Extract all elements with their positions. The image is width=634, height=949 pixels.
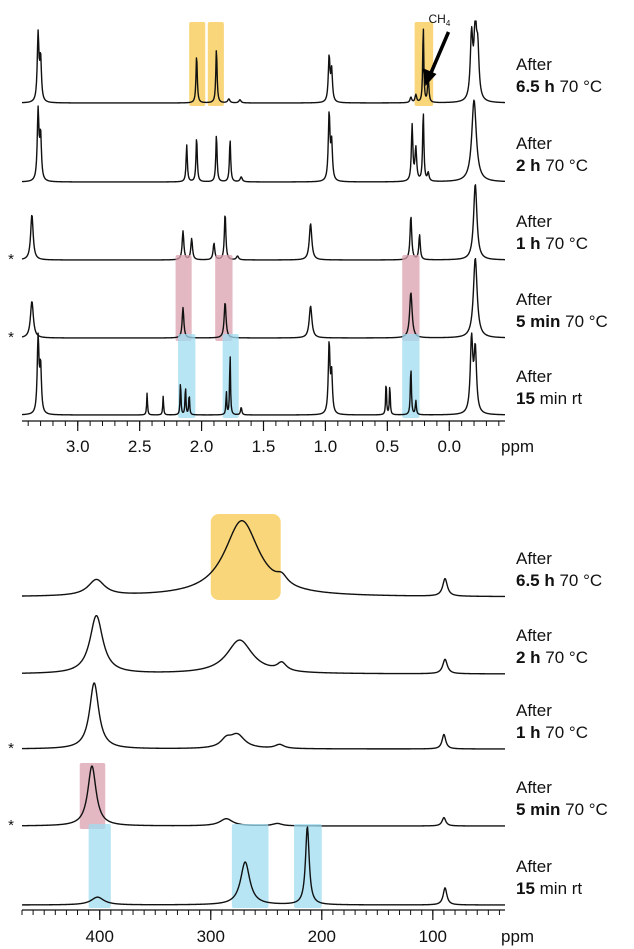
spectrum-trace: [21, 184, 506, 261]
condition-label-line2: 15 min rt: [516, 879, 582, 898]
spectrum-5: After 15 min rt: [21, 332, 582, 418]
spectrum-trace: [21, 99, 506, 183]
spectrum-2: After 2 h 70 °C: [21, 99, 588, 183]
tick-label: 3.0: [66, 437, 90, 456]
condition-label-line2: 6.5 h 70 °C: [516, 77, 602, 96]
condition-label-line2: 1 h 70 °C: [516, 234, 588, 253]
highlight-box: [88, 824, 111, 908]
spectrum-1: After 6.5 h 70 °C: [21, 20, 602, 106]
tick-label: 2.0: [190, 437, 214, 456]
tick-label: 300: [197, 927, 225, 946]
condition-label-line1: After: [516, 626, 552, 645]
highlight-box: [178, 334, 196, 418]
tick-label: 200: [308, 927, 336, 946]
spectrum-trace: [21, 520, 506, 598]
condition-label-line1: After: [516, 367, 552, 386]
spectrum-trace: [21, 20, 506, 104]
condition-label-line1: After: [516, 857, 552, 876]
asterisk-mark: *: [8, 329, 14, 346]
spectrum-trace: [21, 332, 506, 416]
asterisk-mark: *: [8, 817, 14, 834]
ch4-label: CH4: [429, 12, 451, 28]
spectrum-trace: [21, 257, 506, 339]
condition-label-line2: 1 h 70 °C: [516, 723, 588, 742]
condition-label-line2: 6.5 h 70 °C: [516, 571, 602, 590]
condition-label-line1: After: [516, 778, 552, 797]
tick-label: 1.0: [314, 437, 338, 456]
condition-label-line1: After: [516, 55, 552, 74]
ch4-annotation: CH4: [422, 12, 451, 86]
condition-label-line1: After: [516, 212, 552, 231]
tick-label: 2.5: [128, 437, 152, 456]
metal-nmr-panel: After 6.5 h 70 °C After 2 h 70 °C * After 1 h …: [8, 514, 608, 946]
x-axis: 3.0 2.5 2.0 1.5 1.0 0.5 0.0 ppm: [22, 420, 534, 456]
spectrum-trace: [21, 826, 506, 906]
condition-label-line2: 2 h 70 °C: [516, 648, 588, 667]
highlight-box: [79, 763, 106, 829]
highlight-box: [210, 514, 281, 600]
tick-label: 1.5: [252, 437, 276, 456]
spectrum-1: After 6.5 h 70 °C: [21, 514, 602, 600]
condition-label-line1: After: [516, 549, 552, 568]
condition-label-line1: After: [516, 134, 552, 153]
spectrum-4: * After 5 min 70 °C: [8, 763, 608, 834]
condition-label-line2: 2 h 70 °C: [516, 156, 588, 175]
spectrum-trace: [21, 614, 506, 675]
spectrum-4: * After 5 min 70 °C: [8, 255, 608, 346]
tick-label: 0.0: [437, 437, 461, 456]
condition-label-line1: After: [516, 290, 552, 309]
spectrum-2: After 2 h 70 °C: [21, 614, 588, 675]
x-axis: 400 300 200 100 ppm: [21, 909, 534, 946]
spectrum-trace: [21, 682, 506, 750]
asterisk-mark: *: [8, 740, 14, 757]
x-axis-unit: ppm: [501, 437, 534, 456]
ch4-arrow-head: [422, 68, 437, 86]
highlight-box: [175, 255, 192, 341]
tick-label: 0.5: [376, 437, 400, 456]
highlight-box: [294, 824, 322, 908]
condition-label-line2: 5 min 70 °C: [516, 800, 608, 819]
tick-label: 100: [419, 927, 447, 946]
spectrum-5: After 15 min rt: [21, 824, 582, 908]
asterisk-mark: *: [8, 251, 14, 268]
x-axis-unit: ppm: [501, 927, 534, 946]
ch4-arrow-shaft: [428, 31, 451, 75]
proton-nmr-panel: After 6.5 h 70 °C After 2 h 70 °C * After 1 h …: [8, 12, 608, 456]
tick-label: 400: [86, 927, 114, 946]
spectrum-3: * After 1 h 70 °C: [8, 682, 588, 757]
spectrum-3: * After 1 h 70 °C: [8, 184, 588, 268]
condition-label-line2: 15 min rt: [516, 389, 582, 408]
highlight-box: [215, 255, 233, 341]
condition-label-line1: After: [516, 701, 552, 720]
condition-label-line2: 5 min 70 °C: [516, 312, 608, 331]
highlight-box: [231, 824, 269, 908]
